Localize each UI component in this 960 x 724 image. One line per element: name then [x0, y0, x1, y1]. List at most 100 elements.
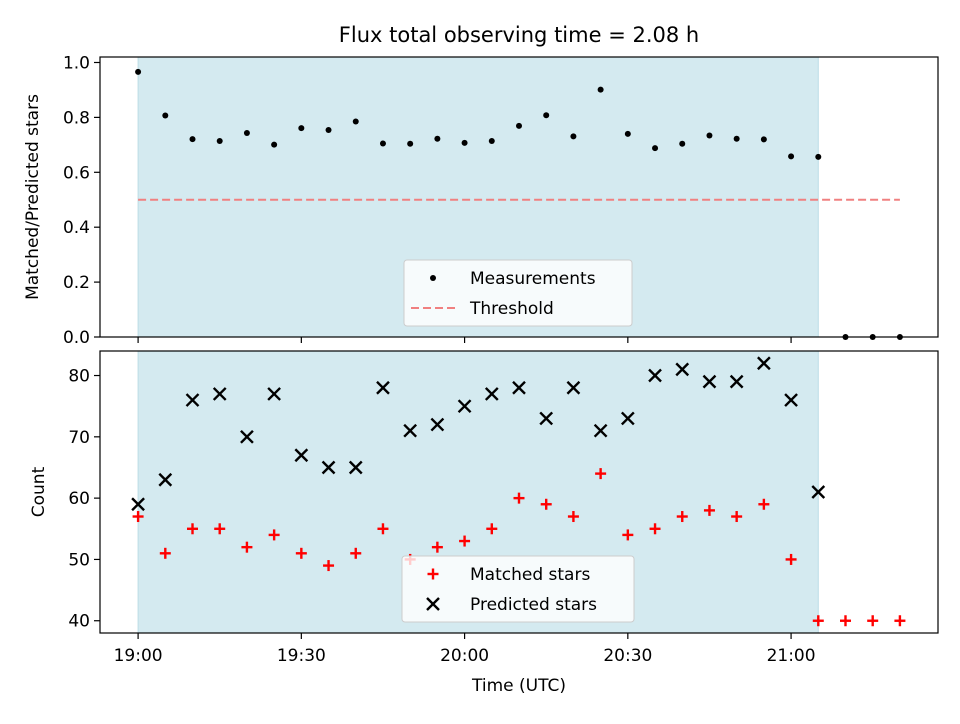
matched-star-point: [350, 547, 362, 559]
bottom-y-tick-label: 60: [68, 489, 90, 509]
legend-predicted-label: Predicted stars: [470, 595, 597, 615]
measurement-point: [733, 135, 740, 142]
matched-star-point: [323, 560, 335, 572]
top-y-tick-label: 1.0: [63, 53, 90, 73]
chart-title: Flux total observing time = 2.08 h: [339, 23, 699, 47]
measurement-point: [189, 136, 196, 143]
measurement-point: [135, 68, 142, 75]
bottom-y-tick-label: 40: [68, 612, 90, 632]
matched-star-point: [513, 492, 525, 504]
predicted-star-point: [620, 411, 635, 426]
legend-predicted-cross: [426, 597, 440, 611]
top-panel-ratio: 0.0 0.2 0.4 0.6 0.8 1.0 Matched/Predicted sta…: [23, 53, 939, 348]
predicted-star-point: [702, 374, 717, 389]
matched-star-point: [812, 615, 824, 627]
predicted-star-point: [811, 485, 826, 499]
predicted-star-point: [240, 429, 254, 444]
measurement-point: [162, 112, 169, 119]
top-y-tick-label: 0.6: [63, 163, 90, 183]
top-y-tick-label: 0.2: [63, 273, 90, 293]
matched-star-point: [214, 523, 226, 535]
predicted-star-point: [457, 399, 472, 414]
measurement-point: [788, 153, 795, 160]
bottom-legend-box: [401, 555, 635, 623]
measurement-point: [488, 138, 495, 144]
measurement-point: [379, 140, 386, 147]
matched-star-point: [622, 529, 634, 541]
legend-threshold-label: Threshold: [469, 299, 554, 319]
matched-star-point: [758, 498, 770, 510]
x-tick-label: 20:30: [603, 646, 652, 666]
predicted-star-point: [593, 423, 608, 438]
measurement-point: [407, 140, 414, 147]
measurement-point: [434, 135, 441, 142]
predicted-star-point: [512, 380, 526, 395]
top-y-tick-label: 0.0: [63, 328, 90, 348]
predicted-star-point: [131, 497, 145, 512]
x-tick-label: 19:00: [114, 646, 163, 666]
measurement-point: [597, 86, 604, 93]
measurement-point: [516, 122, 522, 129]
legend-matched-marker: [427, 568, 439, 580]
top-axes-frame: [99, 56, 939, 338]
bottom-y-axis-label: Count: [29, 466, 49, 517]
matched-star-point: [649, 523, 661, 535]
measurement-point: [243, 130, 250, 137]
top-legend-box: [403, 259, 633, 327]
matched-star-point: [268, 529, 280, 541]
bottom-y-tick-label: 50: [68, 550, 90, 570]
bottom-y-axis-ticks: 40 50 60 70 80: [68, 367, 100, 632]
top-y-tick-label: 0.4: [63, 218, 90, 238]
predicted-star-point: [484, 387, 499, 401]
predicted-star-point: [185, 393, 200, 407]
bottom-y-tick-label: 80: [68, 367, 90, 387]
bottom-y-tick-label: 70: [68, 428, 90, 448]
matched-star-point: [132, 511, 144, 523]
top-y-axis-ticks: 0.0 0.2 0.4 0.6 0.8 1.0: [63, 53, 100, 348]
matched-star-point: [839, 615, 851, 627]
x-tick-label: 19:30: [277, 646, 326, 666]
measurement-point: [352, 118, 359, 125]
predicted-star-point: [784, 393, 798, 407]
matched-star-point: [867, 615, 879, 627]
measurement-points: [135, 68, 903, 340]
bottom-panel-counts: 40 50 60 70 80 19:00 19:30 20:00 20:30 21:00 Cou…: [29, 350, 939, 696]
bottom-axes-frame: [99, 350, 939, 634]
measurement-point: [461, 139, 468, 146]
matched-star-point: [540, 498, 552, 510]
predicted-star-point: [648, 368, 662, 383]
predicted-star-point: [430, 417, 445, 432]
measurement-point: [543, 112, 550, 119]
legend-measurements-label: Measurements: [470, 269, 596, 289]
matched-star-point: [595, 468, 607, 480]
top-y-axis-label: Matched/Predicted stars: [23, 94, 43, 300]
measurement-point: [298, 125, 305, 132]
predicted-star-point: [158, 472, 173, 487]
matched-star-point: [187, 523, 199, 535]
top-y-tick-label: 0.8: [63, 108, 90, 128]
bottom-x-axis-ticks: 19:00 19:30 20:00 20:30 21:00: [114, 633, 816, 666]
measurement-point: [706, 132, 713, 139]
measurement-point: [271, 141, 278, 148]
predicted-star-point: [294, 448, 309, 463]
measurement-point: [760, 136, 767, 143]
matched-star-point: [459, 535, 471, 547]
measurement-point: [570, 133, 577, 140]
top-x-axis-ticks: [137, 337, 792, 343]
matched-star-point: [703, 504, 715, 516]
measurement-point: [679, 140, 686, 147]
matched-star-point: [894, 615, 906, 627]
predicted-star-point: [729, 374, 744, 389]
matched-star-point: [567, 511, 579, 523]
predicted-star-point: [566, 380, 581, 395]
measurement-point: [652, 145, 659, 152]
predicted-star-point: [757, 356, 771, 371]
predicted-star-point: [321, 460, 336, 475]
x-tick-label: 20:00: [440, 646, 489, 666]
measurement-point: [815, 153, 822, 160]
predicted-star-point: [212, 387, 227, 401]
matched-star-point: [731, 511, 743, 523]
legend-matched-label: Matched stars: [470, 565, 590, 585]
matched-star-point: [295, 547, 307, 559]
